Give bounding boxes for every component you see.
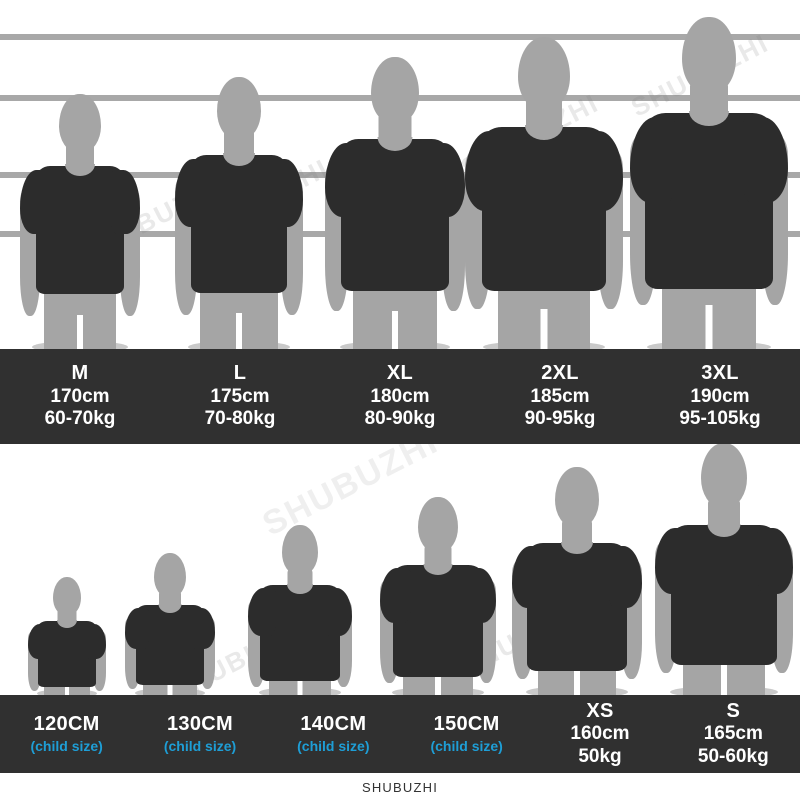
adult-silhouette-group	[0, 0, 800, 349]
child-size-note: (child size)	[430, 738, 503, 755]
child-figures-panel: SHUBUZHI SHUBUZHI SHUBUZHI	[0, 444, 800, 695]
figure-2xl	[465, 37, 623, 349]
size-label: 3XL	[701, 362, 739, 385]
ruler-line-1	[0, 34, 800, 40]
adult-figures-panel: SHUBUZHI SHUBUZHI SHUBUZHI SHUBUZHI SHUB…	[0, 0, 800, 349]
size-cell-140cm: 140CM (child size)	[267, 713, 400, 754]
child-size-label-band: 120CM (child size) 130CM (child size) 14…	[0, 695, 800, 773]
size-label: 130CM	[167, 713, 233, 736]
figure-130cm	[125, 553, 215, 695]
weight-label: 50kg	[578, 745, 622, 767]
child-silhouette-group	[0, 444, 800, 695]
figure-xs	[512, 467, 642, 695]
size-cell-150cm: 150CM (child size)	[400, 713, 533, 754]
size-cell-120cm: 120CM (child size)	[0, 713, 133, 754]
footer-bar: SHUBUZHI	[0, 773, 800, 801]
figure-120cm	[28, 577, 106, 695]
size-cell-2xl: 2XL 185cm 90-95kg	[480, 362, 640, 430]
size-label: 2XL	[541, 362, 579, 385]
adult-size-label-band: M 170cm 60-70kg L 175cm 70-80kg XL 180cm…	[0, 349, 800, 444]
size-cell-m: M 170cm 60-70kg	[0, 362, 160, 430]
child-size-note: (child size)	[30, 738, 103, 755]
figure-s	[655, 444, 793, 695]
size-label: XL	[386, 362, 414, 385]
size-cell-xl: XL 180cm 80-90kg	[320, 362, 480, 430]
height-label: 160cm	[570, 723, 630, 745]
height-label: 190cm	[690, 385, 750, 407]
size-cell-130cm: 130CM (child size)	[133, 713, 266, 754]
size-label: XS	[586, 699, 614, 722]
size-cell-l: L 175cm 70-80kg	[160, 362, 320, 430]
size-label: 120CM	[33, 713, 100, 736]
weight-label: 80-90kg	[364, 408, 436, 430]
figure-l	[175, 77, 303, 349]
child-size-note: (child size)	[297, 738, 370, 755]
height-label: 180cm	[370, 385, 430, 407]
size-label: S	[726, 699, 741, 722]
weight-label: 95-105kg	[679, 408, 761, 430]
figure-3xl	[630, 17, 788, 349]
size-label: 140CM	[300, 713, 367, 736]
height-label: 175cm	[210, 385, 270, 407]
figure-150cm	[380, 497, 496, 695]
size-cell-s: S 165cm 50-60kg	[667, 700, 800, 768]
figure-140cm	[248, 525, 352, 695]
height-label: 170cm	[50, 385, 110, 407]
weight-label: 90-95kg	[524, 408, 596, 430]
figure-m	[20, 94, 140, 349]
weight-label: 60-70kg	[44, 408, 116, 430]
height-label: 185cm	[530, 385, 590, 407]
child-size-note: (child size)	[163, 738, 237, 755]
height-label: 165cm	[703, 723, 763, 745]
size-label: M	[71, 362, 89, 385]
weight-label: 70-80kg	[204, 408, 276, 430]
size-cell-xs: XS 160cm 50kg	[533, 700, 666, 768]
size-cell-3xl: 3XL 190cm 95-105kg	[640, 362, 800, 430]
figure-xl	[325, 57, 465, 349]
size-label: 150CM	[433, 713, 500, 736]
weight-label: 50-60kg	[697, 745, 769, 767]
brand-label: SHUBUZHI	[361, 779, 439, 795]
size-label: L	[233, 362, 247, 385]
